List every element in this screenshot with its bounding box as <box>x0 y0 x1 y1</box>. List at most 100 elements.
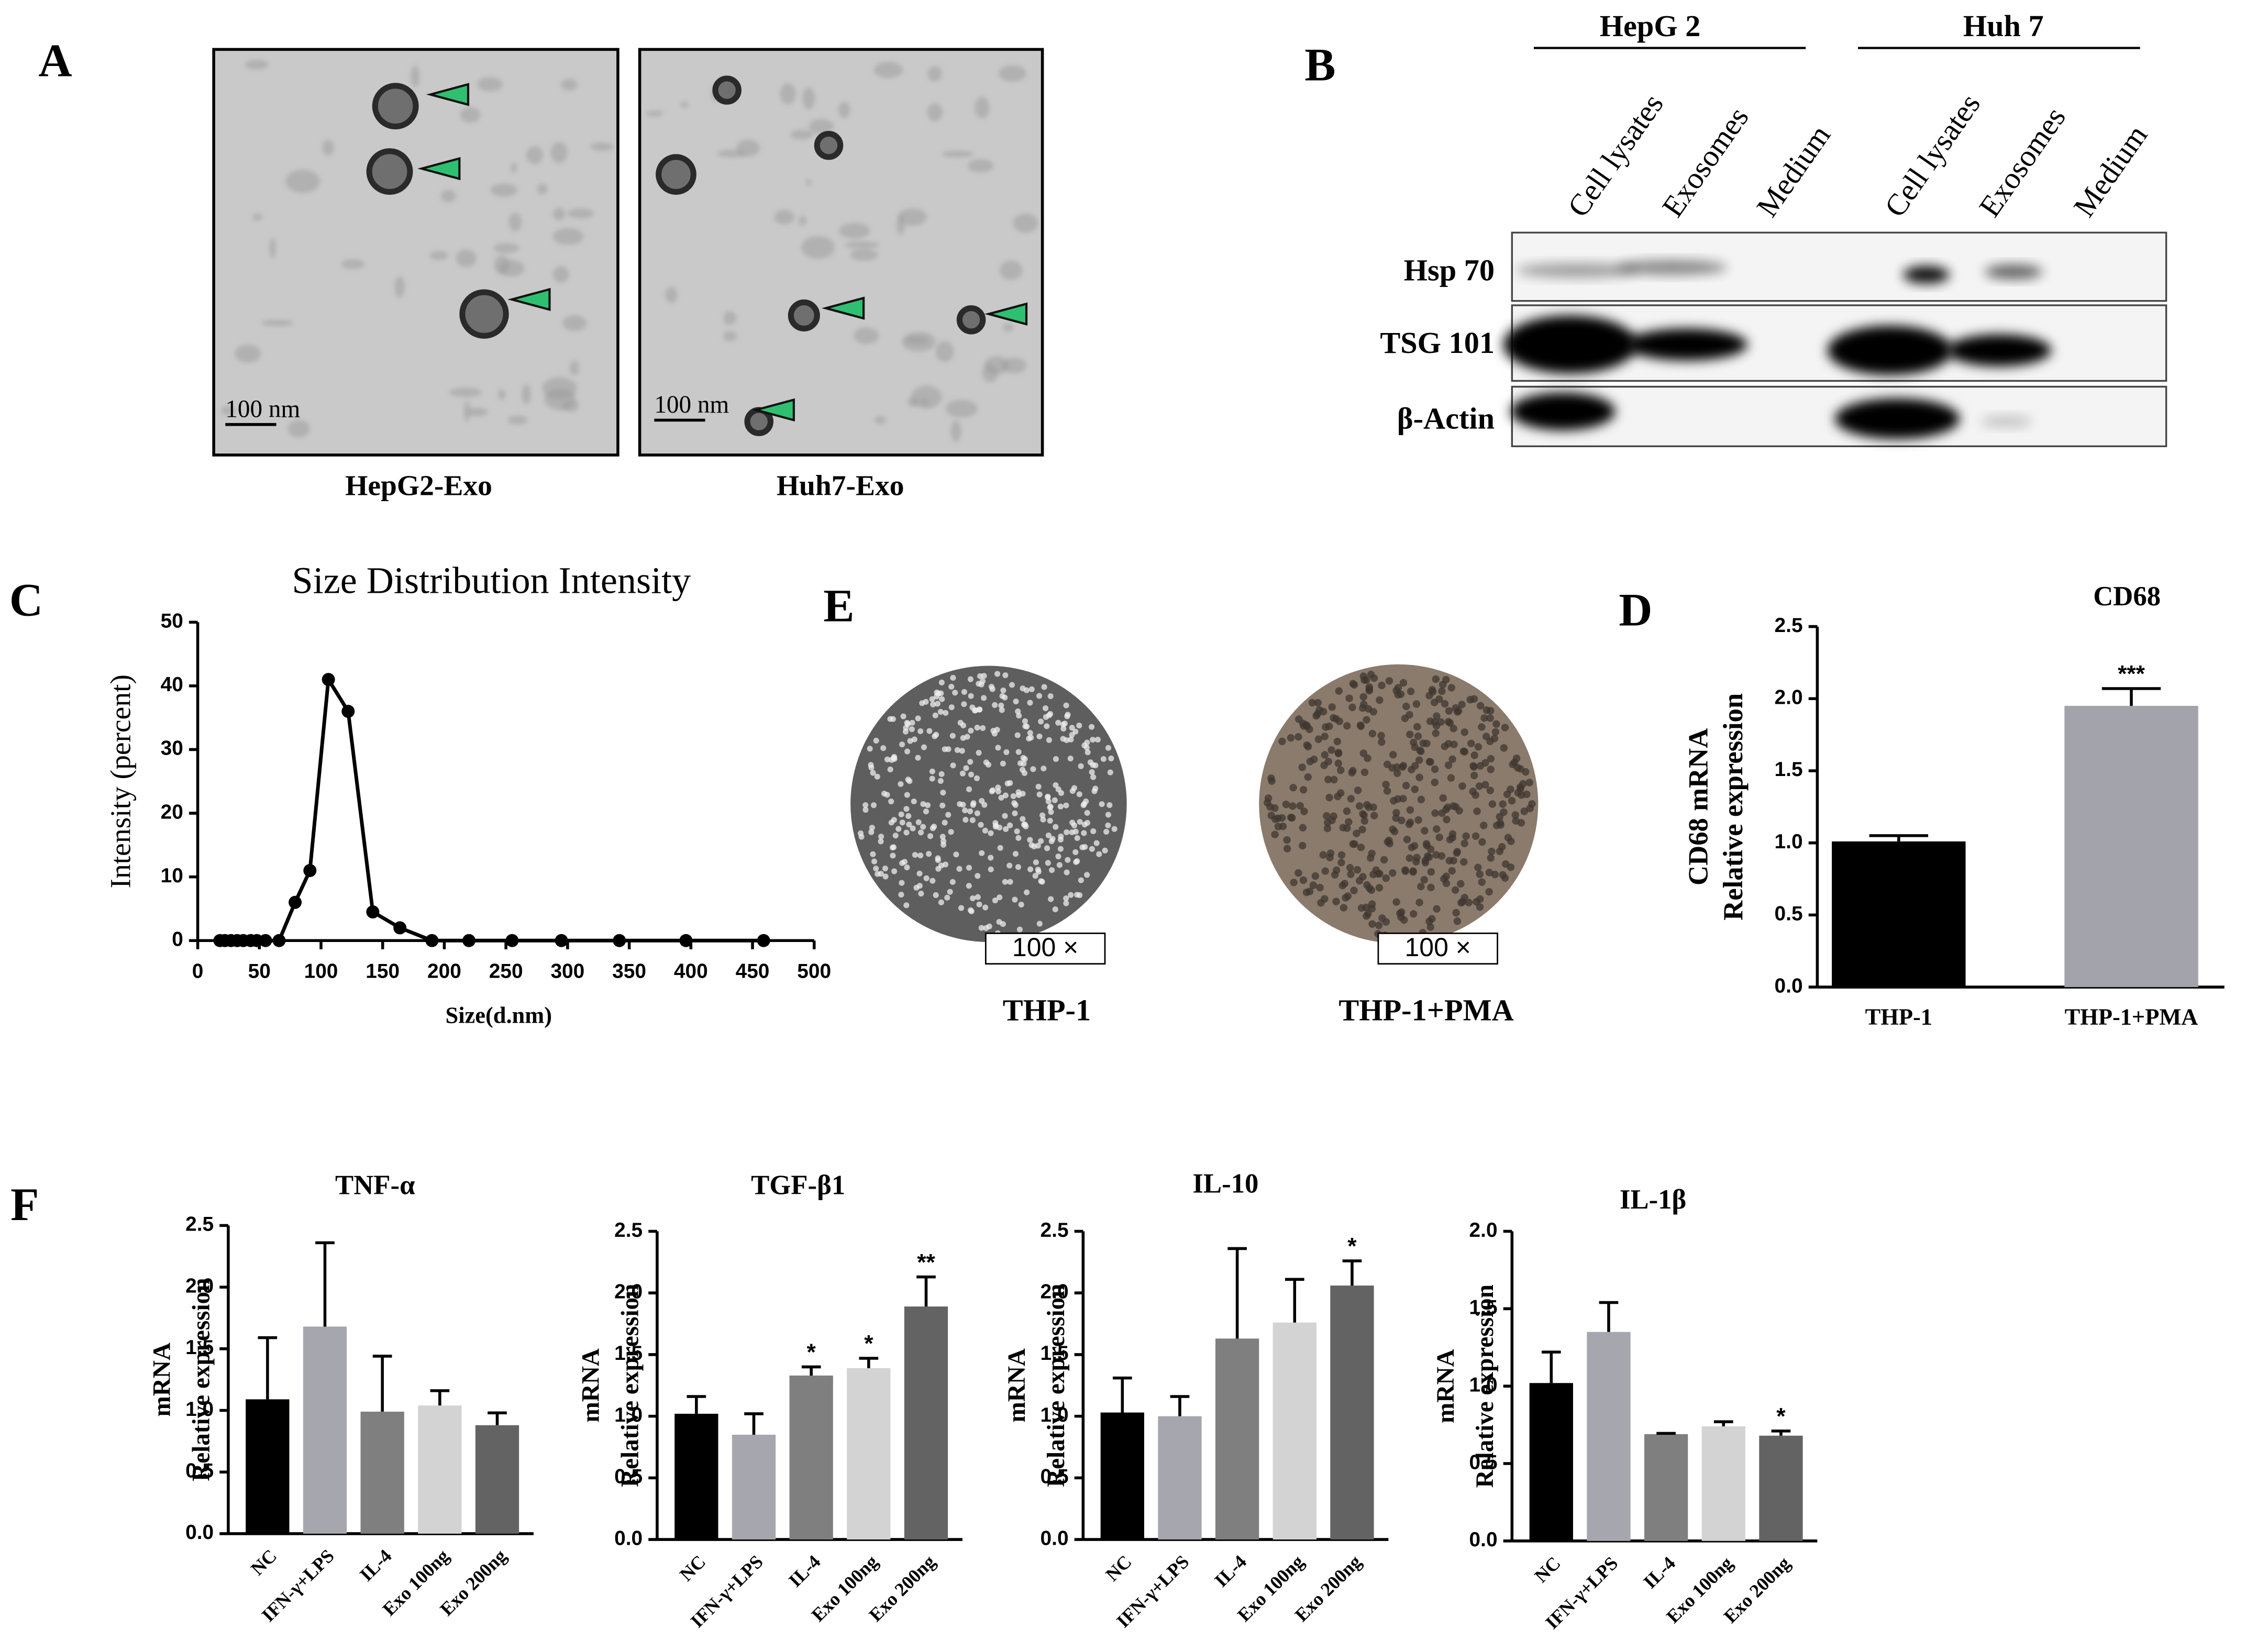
cell <box>909 726 915 733</box>
cell <box>1452 908 1460 917</box>
y-axis-label: Intensity (percent) <box>105 674 137 888</box>
cell <box>1448 867 1456 875</box>
cell <box>1330 714 1337 722</box>
data-point <box>462 934 476 947</box>
cell <box>1084 819 1090 826</box>
y-axis-label: CD68 mRNA <box>1683 728 1713 885</box>
tem-debris <box>552 266 569 283</box>
bar <box>904 1306 948 1540</box>
cell <box>1376 870 1384 878</box>
cell <box>918 829 924 836</box>
cell <box>1406 711 1413 719</box>
cell <box>1320 761 1328 769</box>
cell <box>1365 686 1373 695</box>
cell <box>932 733 938 739</box>
tem-debris <box>790 129 814 140</box>
cell <box>1103 828 1110 835</box>
cell <box>1357 722 1365 730</box>
cell <box>982 827 988 834</box>
cell <box>998 794 1004 801</box>
cell <box>862 807 869 813</box>
magnification-label: 100 × <box>1405 933 1471 962</box>
cell <box>996 919 1002 925</box>
tem-debris <box>261 319 293 326</box>
bar <box>789 1375 833 1540</box>
cell <box>1389 825 1397 834</box>
y-tick-label: 2.5 <box>185 1213 214 1236</box>
y-tick-label: 1.5 <box>1041 1342 1069 1365</box>
tem-debris <box>844 241 880 249</box>
cell <box>1084 872 1090 878</box>
cell <box>1486 786 1494 794</box>
cell <box>911 798 917 805</box>
cell <box>904 748 911 755</box>
cell <box>907 738 913 744</box>
cell <box>1500 744 1508 752</box>
cell <box>1079 844 1086 850</box>
cell <box>1027 730 1033 736</box>
cell <box>1108 755 1114 762</box>
cell <box>943 710 949 716</box>
cell <box>1399 794 1407 803</box>
cell <box>1488 847 1496 856</box>
cell <box>1007 780 1013 786</box>
cell <box>1052 797 1058 803</box>
cell <box>1363 716 1370 724</box>
cell <box>1369 870 1377 879</box>
cell <box>940 790 946 796</box>
cell <box>906 822 912 828</box>
error-bar <box>1713 1420 1733 1427</box>
cell <box>1384 838 1392 846</box>
cell <box>1346 864 1354 872</box>
cell <box>1071 785 1078 791</box>
x-tick-label: IL-4 <box>356 1545 395 1585</box>
cell <box>1470 771 1478 780</box>
cell <box>1061 721 1068 727</box>
cell <box>1042 705 1049 712</box>
cell <box>1324 775 1332 783</box>
y-tick-label: 0.0 <box>1041 1527 1069 1549</box>
cell <box>1432 729 1440 737</box>
y-tick-label: 2.5 <box>1775 614 1803 637</box>
cell <box>1344 892 1352 900</box>
cell <box>1478 878 1486 886</box>
tem-debris <box>429 251 448 260</box>
x-tick-label: 450 <box>736 960 770 983</box>
cell <box>968 693 974 699</box>
cell <box>1451 886 1459 894</box>
bar <box>1330 1286 1374 1540</box>
cell <box>1448 830 1457 838</box>
cell <box>1289 802 1297 810</box>
cell <box>948 683 955 690</box>
cell <box>1335 717 1343 725</box>
cell <box>1081 801 1087 807</box>
cell <box>1331 871 1339 879</box>
cell <box>973 775 980 781</box>
cell <box>1432 675 1440 683</box>
cell <box>1027 866 1034 872</box>
cell <box>1470 763 1478 771</box>
cell <box>1509 760 1517 769</box>
cell <box>1360 676 1368 684</box>
image-caption: Huh7-Exo <box>777 470 904 502</box>
cell <box>1036 921 1043 927</box>
tem-debris <box>552 207 566 220</box>
cell <box>917 728 924 735</box>
cell <box>1348 703 1356 712</box>
data-point <box>425 934 439 947</box>
cell <box>918 890 924 897</box>
panel-label: A <box>38 35 72 86</box>
cell <box>1389 869 1397 877</box>
cell <box>1319 707 1327 716</box>
cell <box>1328 703 1336 711</box>
cell <box>1487 707 1495 715</box>
blot-band <box>1625 328 1748 361</box>
cell <box>1111 826 1118 832</box>
cell <box>1055 853 1061 860</box>
cell <box>1060 725 1067 732</box>
cell <box>1039 812 1046 818</box>
data-point <box>366 905 380 919</box>
cell <box>1022 723 1028 729</box>
cell <box>917 852 924 859</box>
y-tick-label: 1.0 <box>1041 1404 1069 1426</box>
